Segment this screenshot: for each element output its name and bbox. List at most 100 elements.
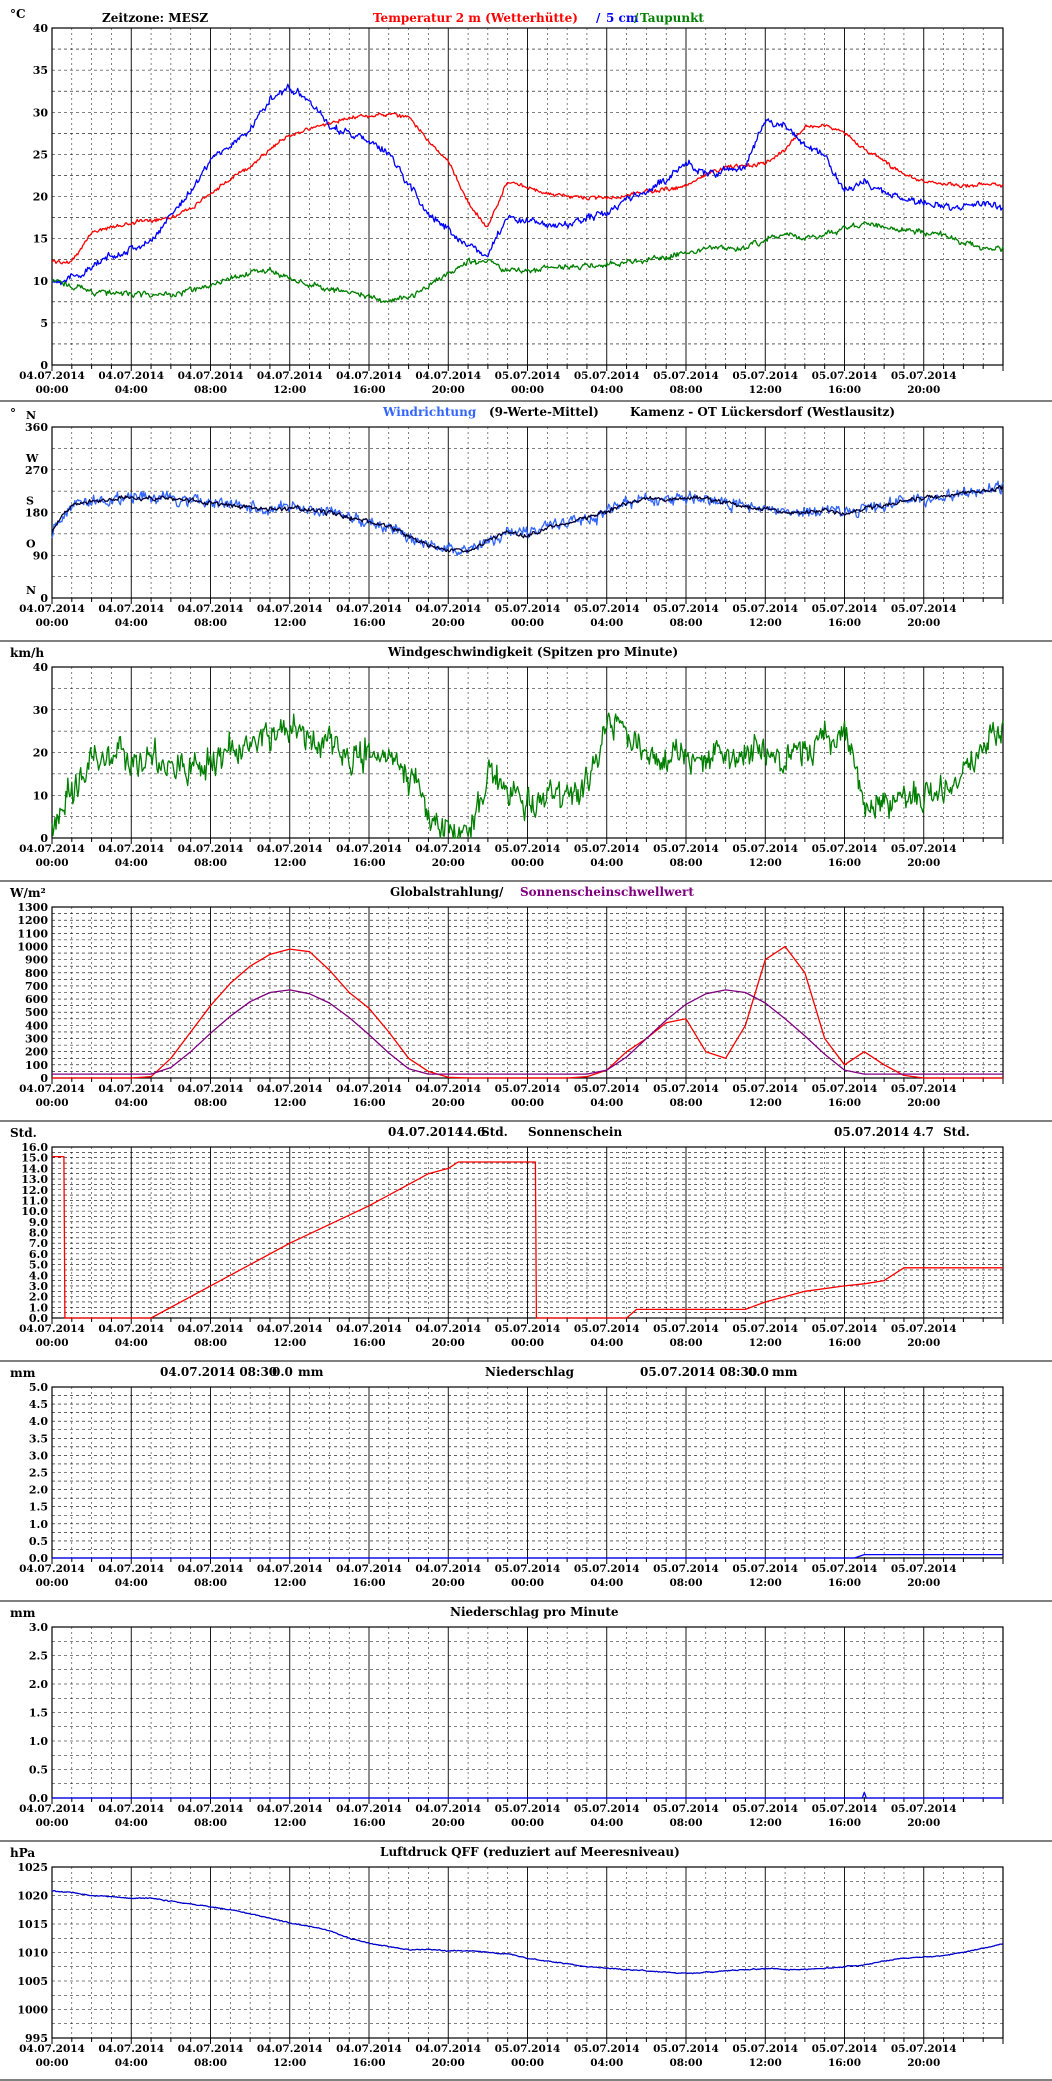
y-tick-label: 25	[33, 148, 48, 161]
chart-title-part: 05.07.2014	[834, 1125, 909, 1139]
x-tick-time: 08:00	[669, 1817, 702, 1829]
y-tick-label: 800	[25, 967, 48, 980]
precipitation-panel: 0.0 0.5 1.0 1.5 2.0 2.5 3.0 3.5 4.0 4.5 5.0 mm 04.07…	[0, 1362, 1052, 1602]
y-tick-label: 900	[25, 954, 48, 967]
x-tick-date: 05.07.2014	[495, 843, 561, 855]
y-tick-label: 300	[25, 1033, 48, 1046]
chart-title-part: Sonnenscheinschwellwert	[520, 885, 694, 899]
y-tick-label: 20	[33, 747, 49, 760]
x-tick-time: 08:00	[669, 384, 702, 396]
x-tick-date: 05.07.2014	[574, 1323, 640, 1335]
x-tick-time: 04:00	[590, 2057, 623, 2069]
x-tick-date: 04.07.2014	[257, 370, 323, 382]
x-tick-date: 05.07.2014	[732, 2043, 798, 2055]
x-tick-time: 08:00	[669, 1097, 702, 1109]
y-tick-label: 10	[33, 275, 49, 288]
x-tick-date: 04.07.2014	[19, 2043, 85, 2055]
sunshine-panel: 0.0 1.0 2.0 3.0 4.0 5.0 6.0 7.0 8.0 9.0 10.0 11.0 12…	[0, 1122, 1052, 1362]
x-tick-date: 05.07.2014	[653, 370, 719, 382]
x-tick-time: 16:00	[828, 1097, 861, 1109]
chart-title-part: /	[596, 11, 601, 25]
chart-title-part: 04.07.2014	[388, 1125, 463, 1139]
grid	[51, 1626, 1004, 1799]
x-tick-date: 05.07.2014	[812, 2043, 878, 2055]
y-tick-label: 700	[25, 980, 48, 993]
x-tick-date: 05.07.2014	[495, 370, 561, 382]
x-tick-date: 05.07.2014	[574, 843, 640, 855]
x-tick-date: 05.07.2014	[653, 1563, 719, 1575]
x-tick-time: 08:00	[194, 1097, 227, 1109]
x-tick-time: 16:00	[352, 1097, 385, 1109]
y-tick-label: 1.0	[29, 1735, 48, 1748]
x-tick-time: 08:00	[669, 857, 702, 869]
x-tick-date: 05.07.2014	[653, 1323, 719, 1335]
x-tick-time: 16:00	[352, 1817, 385, 1829]
chart-title-part: Sonnenschein	[528, 1125, 622, 1139]
x-tick-date: 05.07.2014	[574, 603, 640, 615]
x-tick-date: 05.07.2014	[812, 1323, 878, 1335]
x-tick-date: 04.07.2014	[257, 843, 323, 855]
x-tick-date: 04.07.2014	[336, 843, 402, 855]
x-tick-date: 04.07.2014	[178, 1803, 244, 1815]
y-tick-label: 0	[40, 1072, 48, 1085]
x-tick-date: 05.07.2014	[812, 843, 878, 855]
x-tick-time: 12:00	[273, 384, 306, 396]
x-tick-date: 05.07.2014	[891, 2043, 957, 2055]
y-tick-label: 3.0	[29, 1621, 48, 1634]
x-tick-time: 20:00	[432, 617, 465, 629]
x-tick-time: 20:00	[907, 2057, 940, 2069]
y-tick-label: 1.5	[29, 1501, 48, 1514]
y-tick-label: 14.0	[21, 1162, 48, 1175]
x-tick-time: 08:00	[194, 2057, 227, 2069]
y-tick-label: 1.0	[29, 1518, 48, 1531]
x-tick-time: 20:00	[432, 1817, 465, 1829]
grid	[51, 426, 1004, 599]
x-tick-time: 00:00	[35, 617, 68, 629]
x-tick-date: 04.07.2014	[178, 1323, 244, 1335]
x-tick-time: 04:00	[115, 1817, 148, 1829]
x-tick-time: 08:00	[669, 1577, 702, 1589]
x-tick-date: 04.07.2014	[19, 1563, 85, 1575]
x-tick-time: 00:00	[35, 1097, 68, 1109]
x-tick-date: 05.07.2014	[891, 1563, 957, 1575]
y-tick-label: 5.0	[29, 1381, 48, 1394]
x-tick-time: 08:00	[194, 1337, 227, 1349]
pressure-panel: 995 1000 1005 1010 1015 1020 1025 hPa Luftdruck …	[0, 1842, 1052, 2081]
x-tick-time: 04:00	[115, 617, 148, 629]
x-tick-time: 04:00	[115, 1097, 148, 1109]
x-tick-time: 00:00	[35, 857, 68, 869]
series-line	[51, 83, 1003, 286]
x-tick-time: 00:00	[35, 1577, 68, 1589]
x-tick-date: 04.07.2014	[178, 843, 244, 855]
y-tick-label: 16.0	[21, 1141, 48, 1154]
y-tick-label: 0	[40, 832, 48, 845]
x-tick-time: 16:00	[828, 2057, 861, 2069]
series-line	[52, 1155, 1003, 1319]
grid	[51, 1146, 1004, 1319]
chart-svg: 0100200300400500600700800900100011001200…	[0, 885, 1052, 1122]
x-tick-time: 20:00	[907, 384, 940, 396]
x-tick-time: 04:00	[590, 384, 623, 396]
chart-title-part: 5 cm	[606, 11, 639, 25]
compass-label: W	[25, 452, 39, 465]
x-tick-date: 04.07.2014	[178, 1083, 244, 1095]
y-tick-label: 500	[25, 1006, 48, 1019]
x-tick-time: 08:00	[194, 1577, 227, 1589]
x-tick-time: 12:00	[273, 857, 306, 869]
grid	[51, 1866, 1004, 2039]
x-tick-time: 00:00	[511, 617, 544, 629]
temperature-panel: 0 5 10 15 20 25 30 35 40 °C Zeitzone: MESZ Temperat…	[0, 0, 1052, 402]
x-tick-time: 04:00	[115, 1577, 148, 1589]
y-tick-label: 1300	[17, 901, 48, 914]
x-tick-date: 05.07.2014	[891, 603, 957, 615]
x-tick-time: 16:00	[828, 857, 861, 869]
y-tick-label: 400	[25, 1019, 48, 1032]
compass-label: N	[26, 409, 36, 422]
y-tick-label: 1015	[17, 1918, 48, 1931]
grid	[51, 906, 1004, 1079]
x-tick-time: 20:00	[432, 857, 465, 869]
global-radiation-panel: 0 100 200 300 400 500 600 700 800 900 1000 1100 1200…	[0, 882, 1052, 1122]
x-tick-time: 08:00	[194, 617, 227, 629]
y-tick-label: 1010	[17, 1947, 48, 1960]
